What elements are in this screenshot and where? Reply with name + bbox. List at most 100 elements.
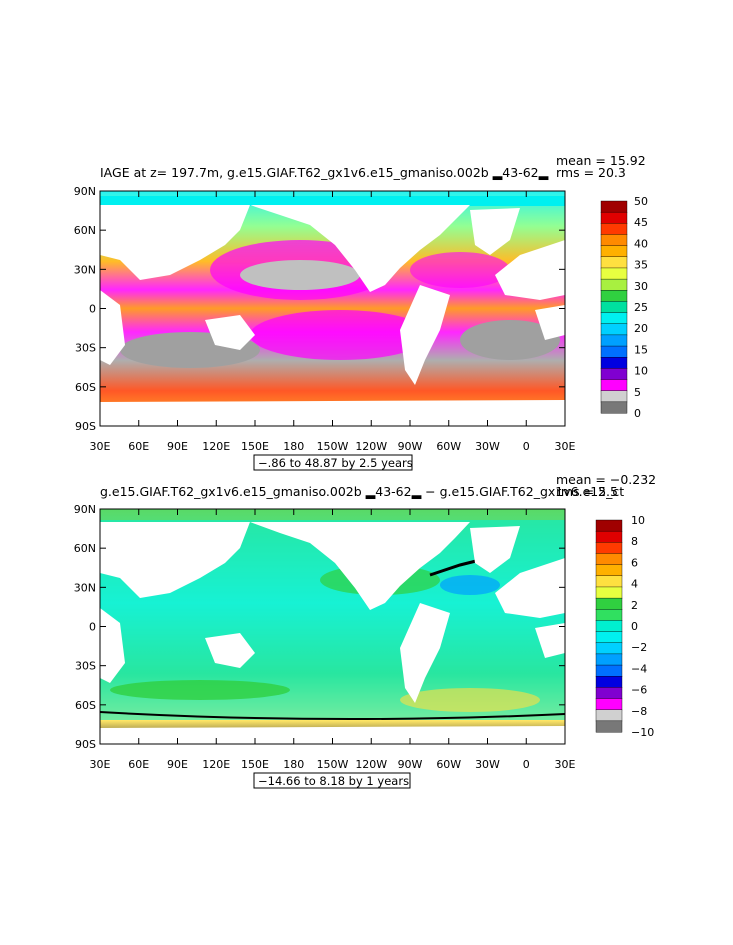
x-tick-label: 60E [128,440,149,453]
colorbar-swatch [595,586,623,599]
y-tick-label: 30S [75,660,96,673]
colorbar: 10 8 6 4 2 0 −2 −4 −6 −8 −10 [595,514,654,739]
mean-label: mean = 15.92 [556,153,646,168]
y-tick-label: 60N [74,224,96,237]
x-tick-label: 0 [523,758,530,771]
x-tick-label: 30E [90,758,111,771]
colorbar-swatch [595,698,623,711]
y-tick-label: 60S [75,381,96,394]
colorbar-label: −2 [631,641,647,654]
x-tick-label: 90E [167,758,188,771]
iage-panel: IAGE at z= 197.7m, g.e15.GIAF.T62_gx1v6.… [74,153,648,471]
y-tick-label: 30N [74,263,96,276]
colorbar-label: 25 [634,301,648,314]
colorbar-label: 0 [631,620,638,633]
colorbar-swatch [600,290,628,302]
colorbar-swatch [595,597,623,610]
colorbar-label: 40 [634,237,648,250]
x-tick-label: 30W [475,440,500,453]
range-label: −.86 to 48.87 by 2.5 years [258,456,413,470]
colorbar-swatch [595,642,623,655]
x-tick-label: 120W [355,440,387,453]
colorbar-label: 20 [634,322,648,335]
y-tick-label: 90S [75,738,96,751]
panel-title: IAGE at z= 197.7m, g.e15.GIAF.T62_gx1v6.… [100,165,549,181]
x-tick-label: 120W [355,758,387,771]
y-tick-label: 0 [89,621,96,634]
colorbar-swatch [600,401,628,414]
range-label: −14.66 to 8.18 by 1 years [258,774,409,788]
colorbar-swatch [595,519,623,532]
x-tick-label: 120E [202,758,230,771]
colorbar-swatch [600,211,628,224]
colorbar-label: −6 [631,684,647,697]
colorbar-label: −10 [631,726,654,739]
x-tick-label: 150E [241,440,269,453]
rms-label: rms = 20.3 [556,165,626,180]
colorbar-swatch [600,256,628,269]
colorbar-label: −4 [631,662,647,675]
x-tick-label: 150W [317,440,349,453]
colorbar-swatch [600,200,628,213]
colorbar-label: 5 [634,386,641,399]
x-tick-label: 150W [317,758,349,771]
ocean-field [100,191,565,426]
colorbar-label: 10 [634,365,648,378]
colorbar-label: 8 [631,535,638,548]
colorbar-label: 15 [634,343,648,356]
rms-label: rms = 2.5 [556,484,618,499]
x-tick-label: 60W [436,440,461,453]
x-tick-label: 30W [475,758,500,771]
y-tick-label: 30S [75,342,96,355]
colorbar-swatch [600,301,628,314]
colorbar-swatch [600,390,628,403]
x-tick-label: 90W [398,440,423,453]
colorbar-swatch [600,312,628,325]
colorbar-swatch [595,542,623,554]
colorbar-swatch [600,234,628,247]
colorbar-swatch [600,345,628,358]
colorbar-label: 35 [634,259,648,272]
range-box [253,772,411,789]
colorbar-swatch [595,553,623,566]
x-axis: 30E 60E 90E 120E 150E 180 150W 120W 90W 60W 30W 0 30… [90,191,576,453]
y-tick-label: 30N [74,581,96,594]
x-tick-label: 180 [283,758,304,771]
difference-panel: g.e15.GIAF.T62_gx1v6.e15_gmaniso.002b ▂4… [74,472,656,789]
y-tick-label: 90S [75,420,96,433]
x-tick-label: 90W [398,758,423,771]
colorbar-swatch [595,709,623,722]
x-axis: 30E 60E 90E 120E 150E 180 150W 120W 90W 60W 30W 0 30… [90,509,576,771]
colorbar-label: 45 [634,216,648,229]
colorbar-swatch [595,687,623,700]
colorbar-swatch [595,575,623,588]
colorbar-label: −8 [631,705,647,718]
colorbar-swatch [600,379,628,392]
x-tick-label: 60E [128,758,149,771]
colorbar-label: 0 [634,407,641,420]
x-tick-label: 120E [202,440,230,453]
mean-label: mean = −0.232 [556,472,656,487]
colorbar-label: 4 [631,578,638,591]
x-tick-label: 180 [283,440,304,453]
x-tick-label: 90E [167,440,188,453]
y-tick-label: 90N [74,503,96,516]
colorbar-label: 30 [634,280,648,293]
range-box [253,454,413,471]
colorbar-swatch [600,357,628,369]
colorbar-swatch [595,664,623,677]
colorbar-label: 50 [634,195,648,208]
colorbar-swatch [595,653,623,666]
colorbar-swatch [595,631,623,644]
colorbar-swatch [600,323,628,336]
x-tick-label: 0 [523,440,530,453]
colorbar-swatch [600,245,628,258]
y-axis: 90N 60N 30N 0 30S 60S 90S [74,503,565,751]
colorbar-swatch [600,223,628,235]
panel-title: g.e15.GIAF.T62_gx1v6.e15_gmaniso.002b ▂4… [100,484,624,500]
colorbar-swatch [595,620,623,633]
x-tick-label: 60W [436,758,461,771]
colorbar-swatch [595,564,623,577]
